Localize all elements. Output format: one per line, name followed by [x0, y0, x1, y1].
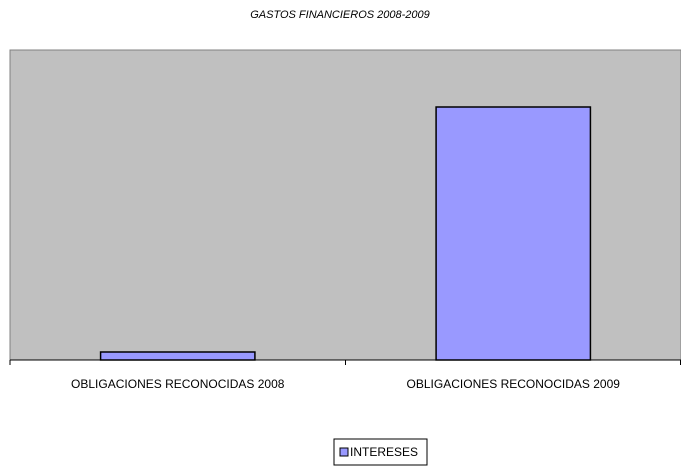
legend-box	[333, 438, 428, 466]
bar	[99, 351, 256, 361]
bar	[435, 106, 592, 361]
x-tick-label: OBLIGACIONES RECONOCIDAS 2009	[407, 377, 621, 391]
legend-swatch	[339, 447, 349, 457]
x-tick-label: OBLIGACIONES RECONOCIDAS 2008	[71, 377, 285, 391]
chart-title: GASTOS FINANCIEROS 2008-2009	[250, 9, 430, 21]
legend-label: INTERESES	[350, 445, 418, 459]
